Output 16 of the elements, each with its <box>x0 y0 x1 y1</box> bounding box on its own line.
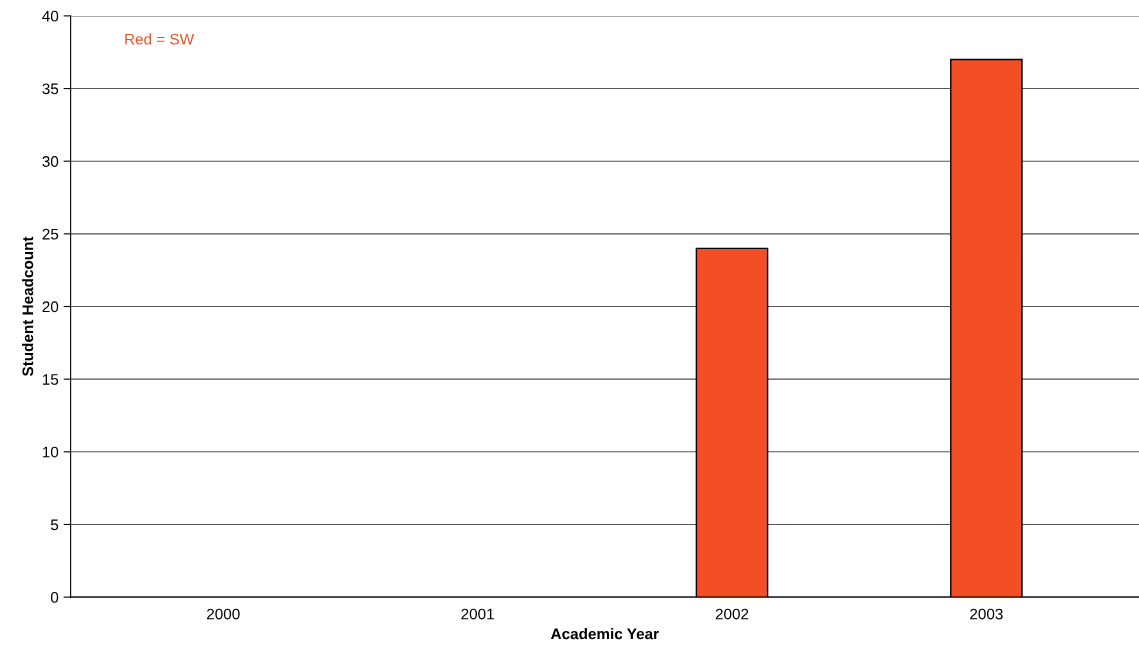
y-tick-label: 30 <box>42 156 59 167</box>
y-tick-label: 15 <box>42 374 59 385</box>
y-tick-label: 0 <box>50 591 59 603</box>
annotation: Red = SW <box>125 33 195 45</box>
y-tick-label: 10 <box>42 446 59 458</box>
y-tick-label: 35 <box>42 83 59 95</box>
y-axis-title: Student Headcount <box>22 236 34 377</box>
x-tick-label: 2000 <box>207 608 240 620</box>
y-tick-label: 40 <box>42 10 59 22</box>
x-axis-title: Academic Year <box>550 628 659 640</box>
x-tick-label: 2001 <box>461 608 494 620</box>
y-tick-label: 25 <box>42 228 59 240</box>
x-tick-label: 2003 <box>970 608 1003 620</box>
y-tick-label: 20 <box>42 301 59 313</box>
y-tick-label: 5 <box>50 519 59 531</box>
x-tick-label: 2002 <box>715 608 749 620</box>
